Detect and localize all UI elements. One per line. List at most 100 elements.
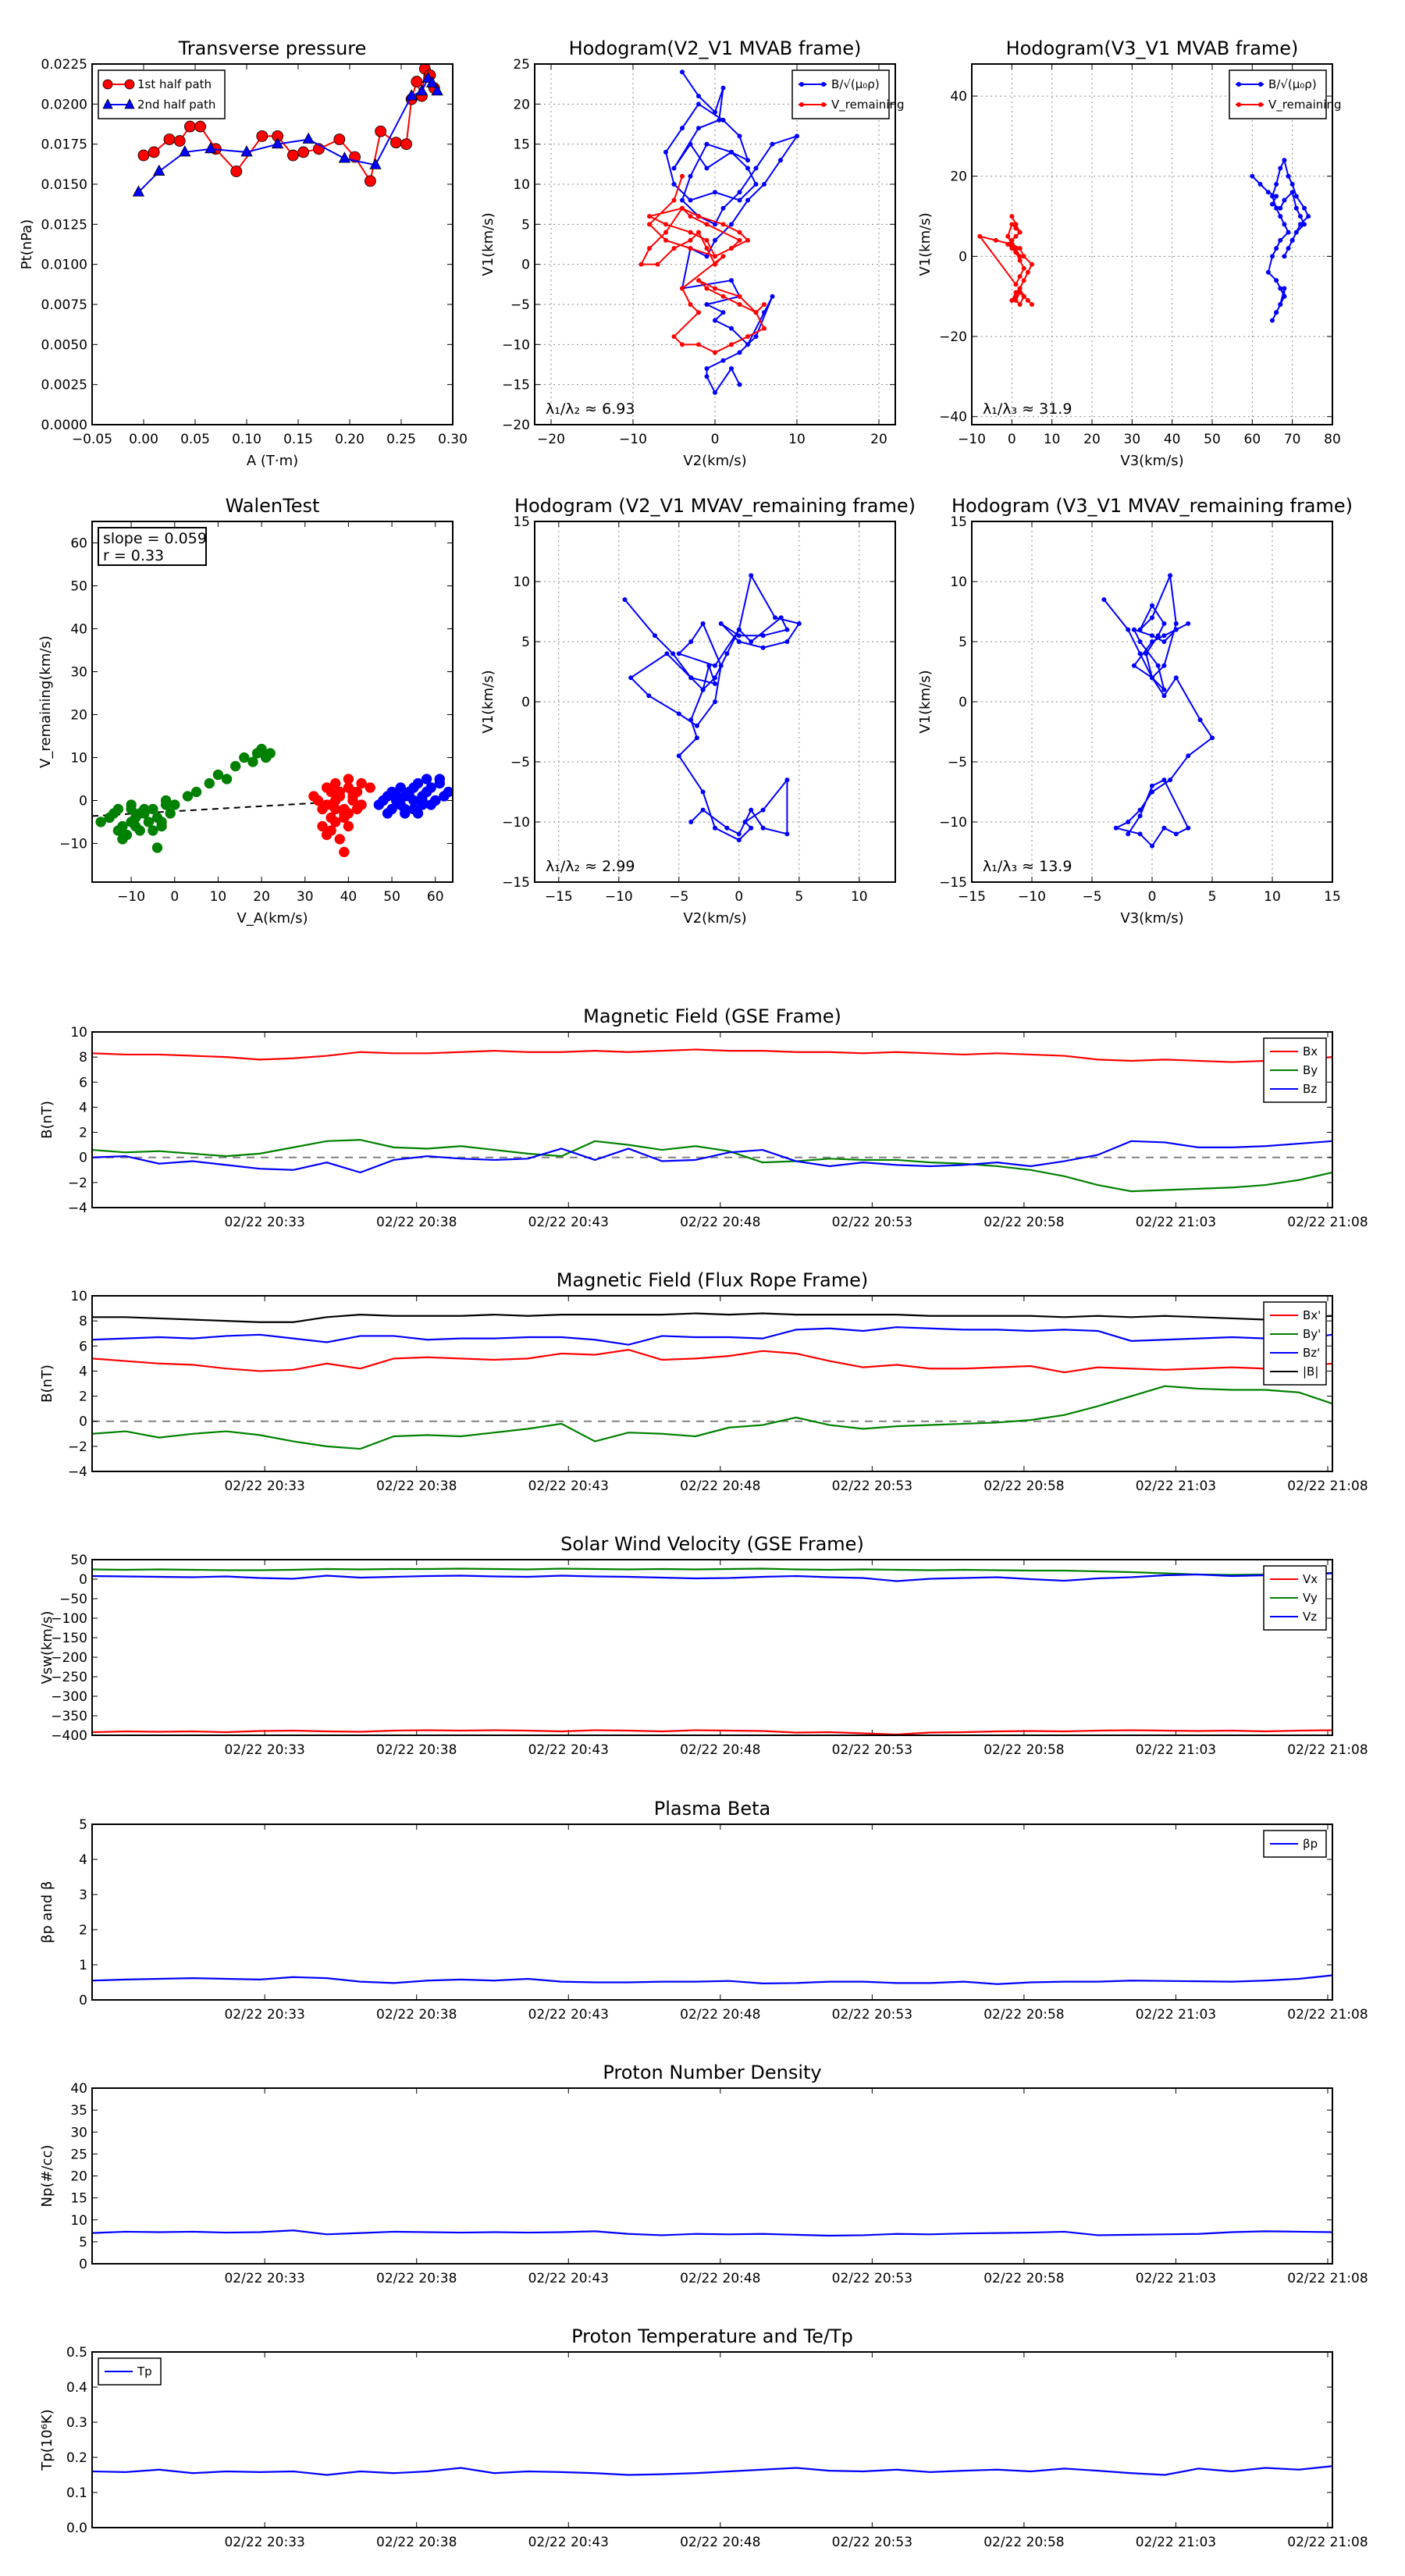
data-point <box>773 615 777 621</box>
y-tick-label: −4 <box>68 1464 87 1480</box>
data-point <box>993 237 998 243</box>
data-point <box>1009 242 1015 247</box>
data-point <box>720 294 726 299</box>
x-tick-label: 80 <box>1324 432 1341 447</box>
x-tick-label: 0.30 <box>438 432 468 447</box>
x-tick-label: 60 <box>1244 432 1261 447</box>
data-point <box>760 807 766 813</box>
data-point <box>1186 753 1191 759</box>
data-point <box>1278 237 1283 243</box>
data-point <box>112 803 124 815</box>
data-point <box>753 334 759 340</box>
data-point <box>688 214 693 219</box>
data-point <box>671 246 677 251</box>
y-tick-label: −350 <box>51 1709 87 1724</box>
data-point <box>1017 286 1023 291</box>
data-point <box>151 842 163 853</box>
data-point <box>1274 310 1279 315</box>
data-point <box>117 820 128 832</box>
y-tick-label: 0 <box>79 1151 87 1166</box>
y-tick-label: 5 <box>79 2235 87 2250</box>
y-tick-label: −2 <box>68 1176 87 1191</box>
x-tick-label: 02/22 20:48 <box>680 1742 760 1758</box>
data-point <box>713 681 717 686</box>
series-line-0 <box>92 1348 1332 1374</box>
y-tick-label: −2 <box>68 1439 87 1455</box>
data-point <box>729 342 734 347</box>
y-tick-label: 40 <box>70 2081 87 2097</box>
data-point <box>704 141 710 147</box>
chart-title: Hodogram(V2_V1 MVAB frame) <box>569 37 862 59</box>
data-point <box>688 237 693 243</box>
data-point <box>676 711 681 717</box>
data-point <box>680 342 685 347</box>
data-point <box>1302 222 1307 227</box>
x-tick-label: −5 <box>1082 889 1101 905</box>
chart-title: Magnetic Field (GSE Frame) <box>583 1005 841 1027</box>
x-tick-label: 02/22 21:08 <box>1287 2271 1368 2286</box>
x-tick-label: 02/22 20:53 <box>832 1478 912 1494</box>
x-tick-label: 02/22 21:08 <box>1287 1215 1368 1230</box>
data-point <box>737 190 742 195</box>
data-point <box>1168 573 1173 578</box>
y-tick-label: −50 <box>59 1592 87 1607</box>
legend-marker <box>821 102 826 107</box>
data-point <box>256 743 267 755</box>
legend-marker <box>799 102 804 107</box>
data-point <box>1005 242 1011 247</box>
data-point <box>753 165 759 171</box>
data-point <box>700 687 706 692</box>
data-point <box>737 302 742 307</box>
legend-marker <box>124 79 135 90</box>
data-point <box>1131 663 1136 668</box>
data-point <box>1150 615 1154 621</box>
x-tick-label: 40 <box>340 889 357 905</box>
data-point <box>230 165 243 177</box>
y-tick-label: 0 <box>521 695 530 710</box>
data-point <box>1286 173 1291 179</box>
data-point <box>795 133 799 139</box>
data-point <box>696 342 701 347</box>
data-point <box>212 769 224 781</box>
x-axis-label: V3(km/s) <box>1120 453 1183 469</box>
x-tick-label: 30 <box>297 889 314 905</box>
data-point <box>1161 777 1167 783</box>
data-point <box>334 834 346 845</box>
y-axis-label: V1(km/s) <box>480 670 496 733</box>
data-point <box>745 237 750 243</box>
x-tick-label: 02/22 20:53 <box>832 2007 912 2023</box>
plot-area <box>92 1567 1332 1735</box>
data-point <box>356 799 367 810</box>
chart-title: Magnetic Field (Flux Rope Frame) <box>557 1269 868 1291</box>
data-point <box>1161 633 1167 639</box>
data-point <box>1126 831 1131 837</box>
data-point <box>1161 621 1167 626</box>
data-point <box>1278 205 1283 211</box>
data-point <box>389 137 402 149</box>
data-point <box>1131 627 1136 632</box>
eigen-ratio-label: λ₁/λ₂ ≈ 2.99 <box>546 858 635 875</box>
legend: Bx By Bz <box>1263 1037 1327 1103</box>
data-point <box>688 639 694 644</box>
x-tick-label: 02/22 20:48 <box>680 1478 760 1494</box>
y-tick-label: 4 <box>79 1364 87 1379</box>
data-point <box>1161 639 1167 644</box>
data-point <box>670 651 676 656</box>
fit-line <box>92 802 314 817</box>
chart-ts4: Plasma Beta 0 1 2 3 4 5 02/22 20:33 02/22 20:38 0… <box>39 1798 1368 2023</box>
plot-frame <box>534 521 896 883</box>
data-point <box>364 175 376 187</box>
x-tick-label: 10 <box>788 432 806 447</box>
data-point <box>1013 246 1019 251</box>
stats-line: slope = 0.059 <box>103 530 207 547</box>
data-point <box>778 615 784 621</box>
data-point <box>664 651 670 656</box>
data-point <box>425 76 439 88</box>
data-point <box>365 782 375 793</box>
data-point <box>647 246 652 251</box>
data-point <box>312 795 324 806</box>
y-tick-label: −300 <box>51 1689 87 1705</box>
data-point <box>696 229 701 235</box>
x-tick-label: 02/22 20:48 <box>680 2271 760 2286</box>
